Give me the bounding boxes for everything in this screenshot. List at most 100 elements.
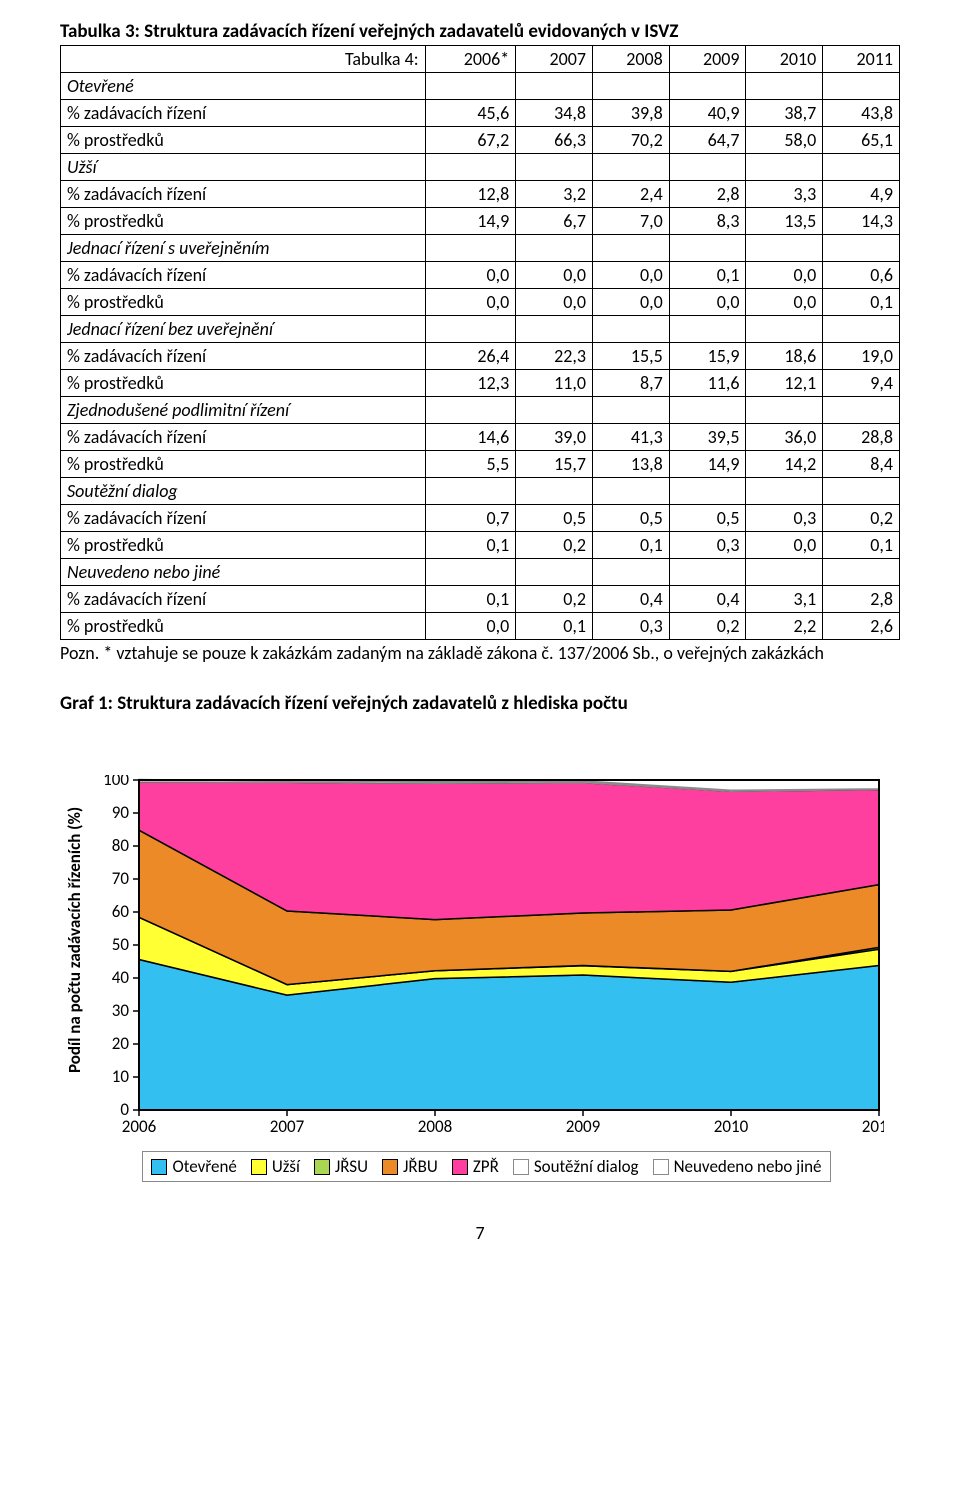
table-value-cell: 0,3 xyxy=(746,505,823,532)
table-row-label: % prostředků xyxy=(61,127,426,154)
page-container: Tabulka 3: Struktura zadávacích řízení v… xyxy=(0,0,960,1284)
table-value-cell: 58,0 xyxy=(746,127,823,154)
legend-label: Otevřené xyxy=(172,1156,236,1177)
x-tick-label: 2006 xyxy=(122,1116,157,1137)
table-row-label: % prostředků xyxy=(61,208,426,235)
table-row-label: % prostředků xyxy=(61,532,426,559)
table-row-label: % zadávacích řízení xyxy=(61,343,426,370)
table-row-label: % prostředků xyxy=(61,451,426,478)
table-empty-cell xyxy=(746,73,823,100)
table-value-cell: 70,2 xyxy=(592,127,669,154)
table-value-cell: 0,1 xyxy=(592,532,669,559)
table-value-cell: 39,0 xyxy=(516,424,593,451)
table-empty-cell xyxy=(592,478,669,505)
table-value-cell: 12,8 xyxy=(425,181,516,208)
table-empty-cell xyxy=(669,73,746,100)
y-tick-label: 30 xyxy=(112,1000,130,1021)
x-tick-label: 2010 xyxy=(714,1116,749,1137)
legend-label: Užší xyxy=(272,1156,300,1177)
table-empty-cell xyxy=(425,316,516,343)
table-value-cell: 12,3 xyxy=(425,370,516,397)
y-tick-label: 100 xyxy=(103,775,129,790)
chart-title: Graf 1: Struktura zadávacích řízení veře… xyxy=(60,692,900,715)
table-row-label: % zadávacích řízení xyxy=(61,100,426,127)
table-value-cell: 0,2 xyxy=(669,613,746,640)
table-empty-cell xyxy=(516,397,593,424)
table-value-cell: 0,2 xyxy=(516,586,593,613)
y-tick-label: 80 xyxy=(112,835,130,856)
table-value-cell: 18,6 xyxy=(746,343,823,370)
table-empty-cell xyxy=(746,235,823,262)
table-empty-cell xyxy=(746,397,823,424)
legend-item: Užší xyxy=(251,1156,300,1177)
table-value-cell: 11,6 xyxy=(669,370,746,397)
table-title: Tabulka 3: Struktura zadávacích řízení v… xyxy=(60,20,900,43)
table-value-cell: 0,0 xyxy=(425,289,516,316)
table-value-cell: 0,2 xyxy=(516,532,593,559)
table-value-cell: 0,0 xyxy=(669,289,746,316)
table-value-cell: 14,9 xyxy=(669,451,746,478)
table-note: Pozn. * vztahuje se pouze k zakázkám zad… xyxy=(60,642,900,664)
table-value-cell: 36,0 xyxy=(746,424,823,451)
table-value-cell: 5,5 xyxy=(425,451,516,478)
table-value-cell: 3,1 xyxy=(746,586,823,613)
table-empty-cell xyxy=(592,316,669,343)
legend-label: ZPŘ xyxy=(473,1156,499,1177)
table-value-cell: 67,2 xyxy=(425,127,516,154)
table-section-name: Jednací řízení bez uveřejnění xyxy=(61,316,426,343)
y-tick-label: 50 xyxy=(112,934,130,955)
chart-legend: Otevřené Užší JŘSU JŘBU ZPŘ Soutěžní dialog Ne… xyxy=(142,1151,830,1182)
legend-swatch xyxy=(382,1159,398,1175)
table-value-cell: 0,4 xyxy=(592,586,669,613)
legend-swatch xyxy=(513,1159,529,1175)
legend-item: ZPŘ xyxy=(452,1156,499,1177)
table-section-name: Soutěžní dialog xyxy=(61,478,426,505)
table-value-cell: 0,0 xyxy=(592,289,669,316)
table-value-cell: 15,9 xyxy=(669,343,746,370)
table-value-cell: 0,1 xyxy=(823,289,900,316)
table-value-cell: 39,8 xyxy=(592,100,669,127)
table-value-cell: 3,3 xyxy=(746,181,823,208)
table-value-cell: 0,5 xyxy=(592,505,669,532)
table-row-label: % prostředků xyxy=(61,289,426,316)
table-value-cell: 0,6 xyxy=(823,262,900,289)
table-row-label: % zadávacích řízení xyxy=(61,424,426,451)
table-empty-cell xyxy=(669,235,746,262)
table-value-cell: 6,7 xyxy=(516,208,593,235)
table-value-cell: 0,0 xyxy=(592,262,669,289)
table-value-cell: 39,5 xyxy=(669,424,746,451)
table-section-name: Otevřené xyxy=(61,73,426,100)
table-value-cell: 4,9 xyxy=(823,181,900,208)
x-tick-label: 2011 xyxy=(862,1116,884,1137)
chart-container: Podíl na počtu zadávacích řízeních (%) 0… xyxy=(60,775,900,1182)
table-row-label: % zadávacích řízení xyxy=(61,262,426,289)
table-value-cell: 2,4 xyxy=(592,181,669,208)
table-value-cell: 9,4 xyxy=(823,370,900,397)
legend-item: JŘBU xyxy=(382,1156,438,1177)
table-row-label: % prostředků xyxy=(61,370,426,397)
table-empty-cell xyxy=(823,154,900,181)
table-value-cell: 2,8 xyxy=(669,181,746,208)
table-empty-cell xyxy=(823,559,900,586)
table-value-cell: 0,1 xyxy=(425,586,516,613)
legend-item: Otevřené xyxy=(151,1156,236,1177)
table-empty-cell xyxy=(823,316,900,343)
legend-label: Neuvedeno nebo jiné xyxy=(674,1156,822,1177)
table-empty-cell xyxy=(669,154,746,181)
table-value-cell: 13,8 xyxy=(592,451,669,478)
table-empty-cell xyxy=(823,73,900,100)
table-empty-cell xyxy=(592,235,669,262)
legend-label: JŘSU xyxy=(335,1156,368,1177)
table-row-label: % zadávacích řízení xyxy=(61,586,426,613)
table-value-cell: 22,3 xyxy=(516,343,593,370)
stacked-area-chart: 0102030405060708090100200620072008200920… xyxy=(89,775,884,1140)
legend-item: Soutěžní dialog xyxy=(513,1156,639,1177)
table-value-cell: 38,7 xyxy=(746,100,823,127)
table-value-cell: 0,0 xyxy=(746,262,823,289)
chart-ylabel: Podíl na počtu zadávacích řízeních (%) xyxy=(60,775,89,1105)
table-value-cell: 13,5 xyxy=(746,208,823,235)
table-value-cell: 40,9 xyxy=(669,100,746,127)
table-value-cell: 8,3 xyxy=(669,208,746,235)
table-section-name: Zjednodušené podlimitní řízení xyxy=(61,397,426,424)
table-value-cell: 14,6 xyxy=(425,424,516,451)
